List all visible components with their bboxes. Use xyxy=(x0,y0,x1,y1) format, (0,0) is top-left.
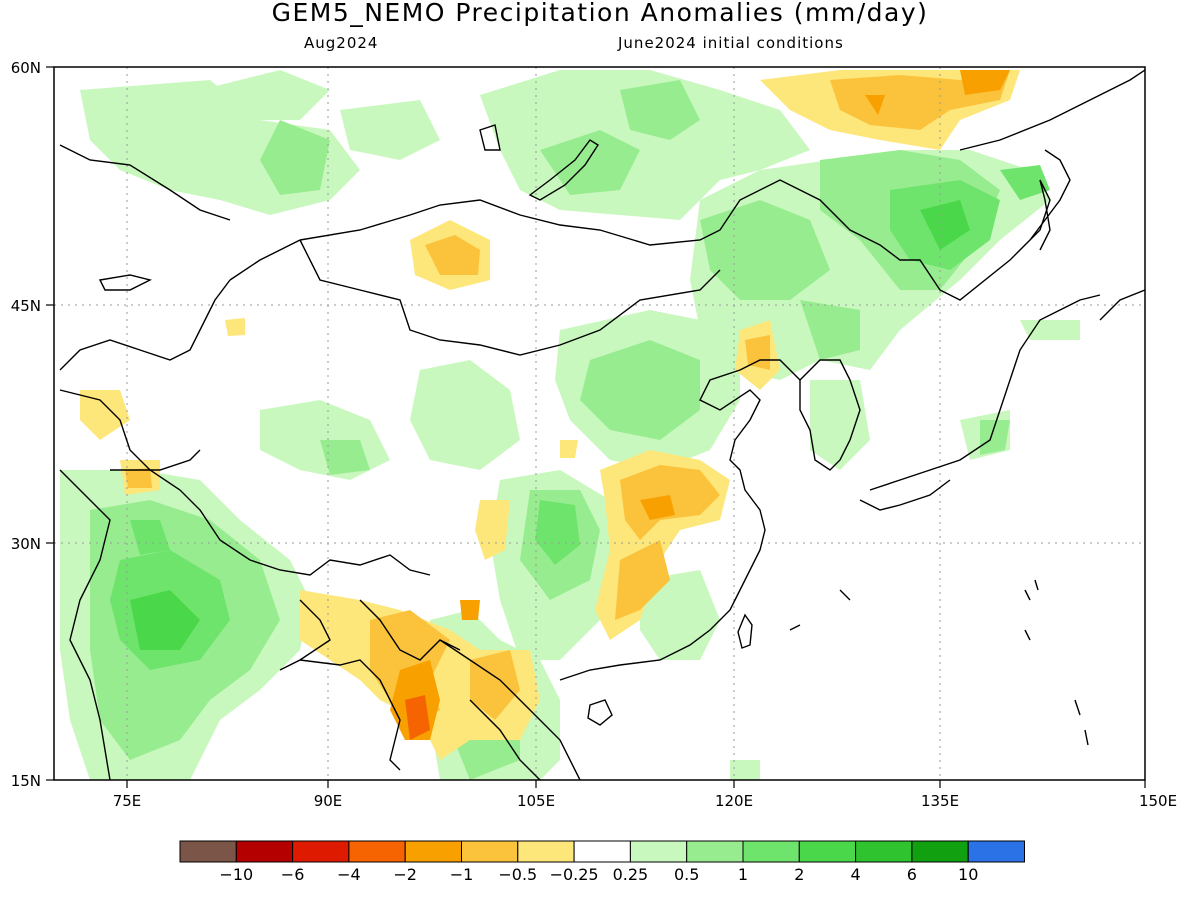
colorbar-swatch xyxy=(911,840,969,863)
colorbar-swatch xyxy=(461,840,519,863)
axis-ticks xyxy=(46,66,1146,788)
colorbar-swatch xyxy=(292,840,350,863)
colorbar-swatch xyxy=(798,840,857,863)
colorbar-tick-label: −1 xyxy=(450,865,474,884)
anomaly-strong-green xyxy=(130,200,970,650)
colorbar-swatch xyxy=(629,840,688,863)
lon-label-150e: 150E xyxy=(1139,792,1177,810)
map-frame xyxy=(53,66,1146,781)
colorbar-swatch xyxy=(235,840,294,863)
colorbar-tick-label: 2 xyxy=(794,865,804,884)
forecast-month: Aug2024 xyxy=(304,34,379,52)
colorbar-swatch xyxy=(573,840,631,863)
colorbar-swatch xyxy=(967,840,1026,863)
colorbar-swatch xyxy=(404,840,463,863)
lon-label-105e: 105E xyxy=(517,792,555,810)
colorbar-swatch xyxy=(686,840,744,863)
colorbar-tick-label: 1 xyxy=(738,865,748,884)
colorbar-tick-label: 0.25 xyxy=(613,865,649,884)
colorbar-tick-label: 4 xyxy=(851,865,861,884)
colorbar-swatch xyxy=(179,840,237,863)
colorbar-tick-label: −4 xyxy=(337,865,361,884)
lat-label-45n: 45N xyxy=(11,297,41,315)
anomaly-shading xyxy=(60,70,1080,780)
colorbar-tick-label: −10 xyxy=(219,865,253,884)
colorbar-tick-label: 0.5 xyxy=(674,865,699,884)
lat-label-60n: 60N xyxy=(11,59,41,77)
colorbar-tick-label: 6 xyxy=(907,865,917,884)
colorbar-swatch xyxy=(742,840,800,863)
colorbar-tick-label: −2 xyxy=(393,865,417,884)
lat-label-30n: 30N xyxy=(11,535,41,553)
colorbar-tick-label: −0.5 xyxy=(498,865,537,884)
lat-label-15n: 15N xyxy=(11,772,41,790)
lon-label-90e: 90E xyxy=(314,792,343,810)
colorbar-tick-label: 10 xyxy=(958,865,978,884)
lon-label-135e: 135E xyxy=(921,792,959,810)
coastlines-borders xyxy=(59,69,1145,780)
colorbar-swatch xyxy=(348,840,406,863)
colorbar: −10 −6 −4 −2 −1 −0.5 −0.25 0.25 0.5 1 2 4 6 10 xyxy=(179,840,1026,884)
anomaly-dark-orange xyxy=(405,695,430,740)
colorbar-swatch xyxy=(855,840,913,863)
lon-label-120e: 120E xyxy=(715,792,753,810)
colorbar-swatch xyxy=(517,840,575,863)
colorbar-tick-label: −6 xyxy=(281,865,305,884)
colorbar-tick-label: −0.25 xyxy=(550,865,599,884)
map-title: GEM5_NEMO Precipitation Anomalies (mm/da… xyxy=(271,0,929,27)
initial-conditions-label: June2024 initial conditions xyxy=(618,34,844,52)
lon-label-75e: 75E xyxy=(113,792,142,810)
